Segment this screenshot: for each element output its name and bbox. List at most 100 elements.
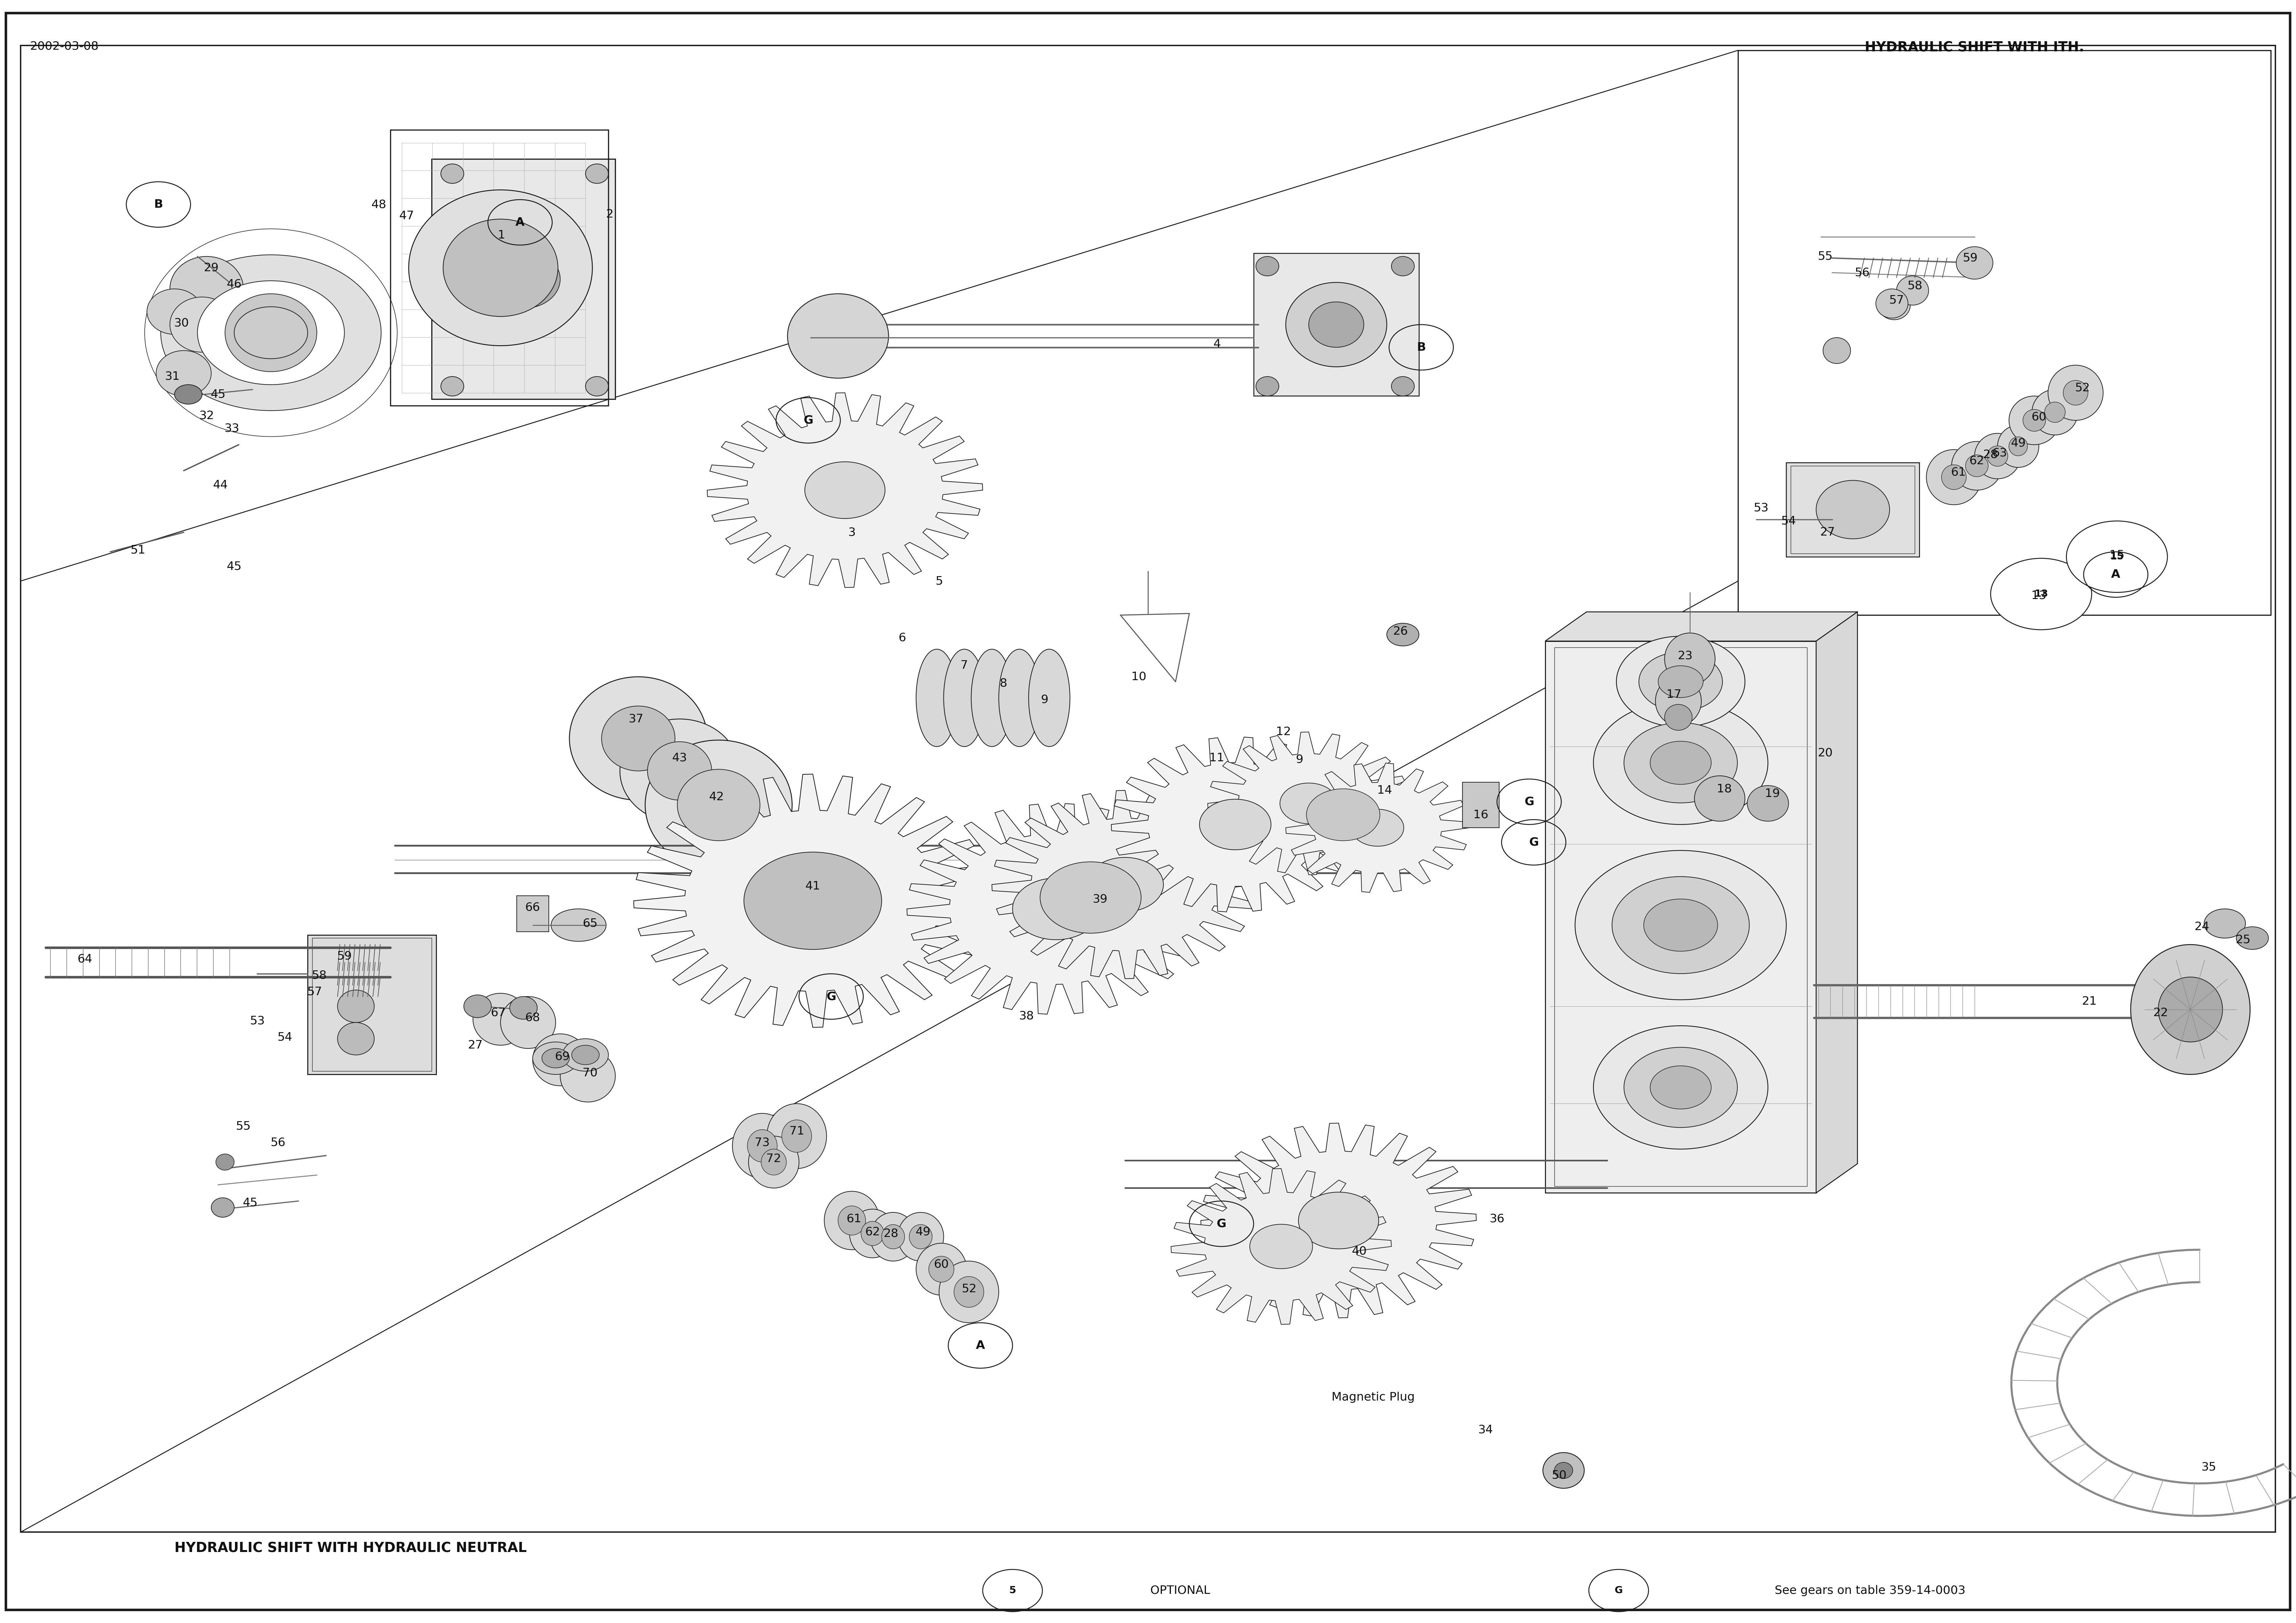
Text: 15: 15	[2110, 550, 2124, 560]
Text: 63: 63	[1993, 448, 2007, 458]
Text: 18: 18	[1717, 784, 1731, 794]
Text: 61: 61	[847, 1214, 861, 1224]
Ellipse shape	[585, 377, 608, 396]
Ellipse shape	[1965, 454, 1988, 477]
Ellipse shape	[563, 1039, 608, 1071]
Ellipse shape	[2131, 945, 2250, 1074]
Text: 21: 21	[2082, 997, 2096, 1006]
Circle shape	[1991, 558, 2092, 630]
Ellipse shape	[464, 230, 583, 328]
Ellipse shape	[1391, 377, 1414, 396]
Ellipse shape	[1616, 636, 1745, 727]
Text: 62: 62	[866, 1227, 879, 1237]
Text: Magnetic Plug: Magnetic Plug	[1332, 1393, 1414, 1402]
Ellipse shape	[916, 649, 957, 747]
Ellipse shape	[202, 321, 248, 360]
Ellipse shape	[1665, 633, 1715, 685]
Text: 48: 48	[372, 200, 386, 209]
Text: 58: 58	[312, 971, 326, 980]
Ellipse shape	[147, 289, 202, 334]
Ellipse shape	[1309, 302, 1364, 347]
Ellipse shape	[838, 1206, 866, 1235]
Ellipse shape	[501, 997, 556, 1048]
Text: 55: 55	[236, 1121, 250, 1131]
Text: G: G	[1529, 837, 1538, 847]
Ellipse shape	[939, 1261, 999, 1323]
Text: 1: 1	[498, 230, 505, 240]
Bar	[308, 935, 436, 1074]
Text: 34: 34	[1479, 1425, 1492, 1435]
Ellipse shape	[767, 1104, 827, 1169]
Polygon shape	[806, 463, 884, 518]
Ellipse shape	[1623, 1047, 1738, 1128]
Text: 54: 54	[1782, 516, 1795, 526]
Ellipse shape	[882, 1225, 905, 1250]
Text: 31: 31	[165, 372, 179, 381]
Text: 61: 61	[1952, 467, 1965, 477]
Text: 59: 59	[1963, 253, 1977, 263]
Polygon shape	[707, 393, 983, 588]
Text: G: G	[804, 415, 813, 425]
Text: 47: 47	[400, 211, 413, 221]
Text: 53: 53	[250, 1016, 264, 1026]
Ellipse shape	[677, 769, 760, 841]
Text: 42: 42	[709, 792, 723, 802]
Text: 12: 12	[1277, 727, 1290, 737]
Text: 35: 35	[2202, 1462, 2216, 1472]
Text: 28: 28	[884, 1229, 898, 1238]
Text: 66: 66	[526, 902, 540, 912]
Polygon shape	[1816, 612, 1857, 1193]
Text: B: B	[1417, 342, 1426, 352]
Ellipse shape	[1896, 276, 1929, 305]
Ellipse shape	[1387, 623, 1419, 646]
Ellipse shape	[441, 164, 464, 183]
Ellipse shape	[916, 1243, 967, 1295]
Ellipse shape	[487, 250, 560, 308]
Polygon shape	[1249, 1224, 1313, 1269]
Text: 43: 43	[673, 753, 687, 763]
Text: HYDRAULIC SHIFT WITH ITH.: HYDRAULIC SHIFT WITH ITH.	[1864, 41, 2085, 54]
Text: 57: 57	[308, 987, 321, 997]
Bar	[1463, 782, 1499, 828]
Text: G: G	[1217, 1219, 1226, 1229]
Polygon shape	[992, 790, 1258, 979]
Ellipse shape	[170, 256, 243, 321]
Text: 33: 33	[225, 424, 239, 433]
Text: 14: 14	[1378, 786, 1391, 795]
Ellipse shape	[2204, 909, 2245, 938]
Polygon shape	[1086, 857, 1164, 912]
Ellipse shape	[1651, 742, 1711, 784]
Ellipse shape	[999, 649, 1040, 747]
Text: 29: 29	[204, 263, 218, 273]
Text: 19: 19	[1766, 789, 1779, 799]
Text: 10: 10	[1132, 672, 1146, 682]
Ellipse shape	[1823, 338, 1851, 364]
Polygon shape	[1171, 1169, 1391, 1324]
Text: 46: 46	[227, 279, 241, 289]
Ellipse shape	[443, 219, 558, 316]
Text: 53: 53	[1754, 503, 1768, 513]
Ellipse shape	[1651, 1066, 1711, 1109]
Text: 5: 5	[1008, 1586, 1017, 1595]
Ellipse shape	[1593, 1026, 1768, 1149]
Polygon shape	[760, 863, 866, 938]
Polygon shape	[634, 774, 992, 1027]
Ellipse shape	[955, 1276, 983, 1308]
Ellipse shape	[1040, 862, 1141, 933]
Ellipse shape	[781, 1120, 810, 1152]
Text: 55: 55	[1818, 252, 1832, 261]
Ellipse shape	[1816, 480, 1890, 539]
Ellipse shape	[560, 1050, 615, 1102]
Polygon shape	[1545, 612, 1857, 641]
Text: 65: 65	[583, 919, 597, 928]
Text: 3: 3	[847, 527, 856, 537]
Bar	[312, 938, 432, 1071]
Ellipse shape	[225, 294, 317, 372]
Ellipse shape	[533, 1034, 588, 1086]
Text: G: G	[1614, 1586, 1623, 1595]
Ellipse shape	[1612, 876, 1750, 974]
Text: 26: 26	[1394, 626, 1407, 636]
Ellipse shape	[338, 990, 374, 1022]
Bar	[1545, 641, 1816, 1193]
Ellipse shape	[1286, 282, 1387, 367]
